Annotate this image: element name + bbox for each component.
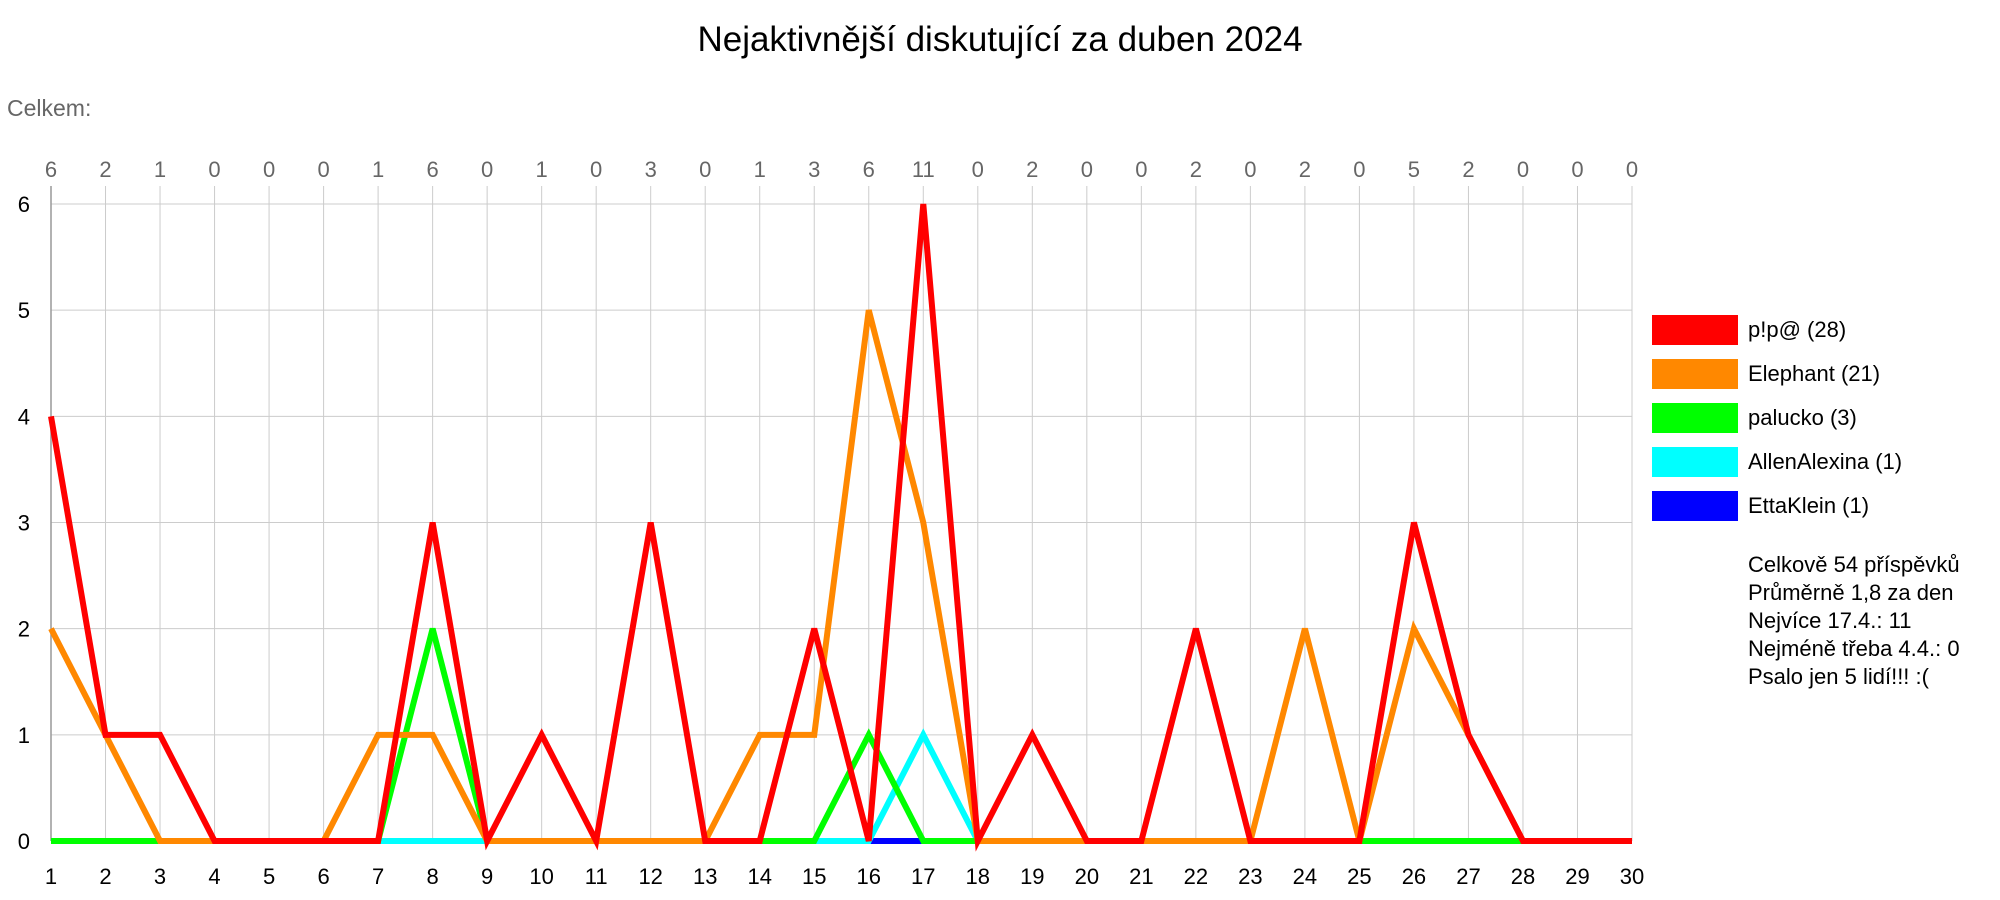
legend-item: p!p@ (28)	[1652, 308, 1902, 352]
x-tick-label: 1	[45, 864, 57, 889]
stats-line: Psalo jen 5 lidí!!! :(	[1748, 664, 1929, 689]
label-layer: 0123456162231405060718690101110123130141…	[18, 157, 1644, 889]
y-tick-label: 4	[18, 404, 30, 429]
legend-label: Elephant (21)	[1748, 361, 1881, 386]
daily-total-label: 3	[808, 157, 820, 182]
daily-total-label: 6	[863, 157, 875, 182]
y-tick-label: 1	[18, 723, 30, 748]
x-tick-label: 27	[1456, 864, 1480, 889]
daily-total-label: 0	[263, 157, 275, 182]
daily-total-label: 2	[1026, 157, 1038, 182]
daily-total-label: 2	[99, 157, 111, 182]
daily-total-label: 0	[1571, 157, 1583, 182]
x-tick-label: 9	[481, 864, 493, 889]
x-tick-label: 11	[585, 864, 608, 889]
daily-total-label: 1	[372, 157, 384, 182]
legend-item: EttaKlein (1)	[1652, 484, 1902, 528]
x-tick-label: 26	[1402, 864, 1426, 889]
daily-total-label: 0	[208, 157, 220, 182]
daily-total-label: 2	[1190, 157, 1202, 182]
daily-total-label: 5	[1408, 157, 1420, 182]
daily-total-label: 0	[1244, 157, 1256, 182]
legend-label: palucko (3)	[1748, 405, 1857, 430]
legend-label: AllenAlexina (1)	[1748, 449, 1903, 474]
daily-total-label: 0	[590, 157, 602, 182]
x-tick-label: 12	[638, 864, 662, 889]
legend-label: p!p@ (28)	[1748, 317, 1847, 342]
x-tick-label: 23	[1238, 864, 1262, 889]
y-tick-label: 5	[18, 298, 30, 323]
y-tick-label: 6	[18, 192, 30, 217]
stats-line: Průměrně 1,8 za den	[1748, 580, 1954, 605]
daily-total-label: 0	[1626, 157, 1638, 182]
x-tick-label: 25	[1347, 864, 1371, 889]
x-tick-label: 21	[1129, 864, 1153, 889]
series-line-0	[48, 203, 1632, 852]
x-tick-label: 24	[1293, 864, 1317, 889]
stats-panel: Celkově 54 příspěvků Průměrně 1,8 za den N…	[1748, 551, 1960, 691]
daily-total-label: 0	[1081, 157, 1093, 182]
x-tick-label: 16	[857, 864, 881, 889]
x-tick-label: 6	[317, 864, 329, 889]
x-tick-label: 2	[99, 864, 111, 889]
daily-total-label: 1	[754, 157, 766, 182]
x-tick-label: 14	[747, 864, 771, 889]
x-tick-label: 29	[1565, 864, 1589, 889]
x-tick-label: 10	[529, 864, 553, 889]
legend-swatch	[1652, 359, 1738, 389]
stats-line: Celkově 54 příspěvků	[1748, 552, 1960, 577]
x-tick-label: 7	[372, 864, 384, 889]
x-tick-label: 30	[1620, 864, 1644, 889]
x-tick-label: 18	[966, 864, 990, 889]
daily-total-label: 1	[536, 157, 548, 182]
legend-label: EttaKlein (1)	[1748, 493, 1870, 518]
x-tick-label: 13	[693, 864, 717, 889]
legend-swatch	[1652, 447, 1738, 477]
stats-line: Nejvíce 17.4.: 11	[1748, 608, 1912, 633]
legend-item: AllenAlexina (1)	[1652, 440, 1902, 484]
daily-total-label: 11	[912, 157, 935, 182]
legend: p!p@ (28) Elephant (21) palucko (3) AllenAl…	[1652, 308, 1902, 528]
y-tick-label: 3	[18, 511, 30, 536]
daily-total-label: 0	[317, 157, 329, 182]
x-tick-label: 5	[263, 864, 275, 889]
legend-swatch	[1652, 491, 1738, 521]
legend-item: palucko (3)	[1652, 396, 1902, 440]
daily-total-label: 2	[1299, 157, 1311, 182]
x-tick-label: 22	[1184, 864, 1208, 889]
daily-total-label: 0	[1353, 157, 1365, 182]
legend-swatch	[1652, 403, 1738, 433]
legend-item: Elephant (21)	[1652, 352, 1902, 396]
daily-total-label: 3	[645, 157, 657, 182]
y-tick-label: 2	[18, 617, 30, 642]
total-label: Celkem:	[7, 95, 92, 121]
stats-line: Nejméně třeba 4.4.: 0	[1748, 636, 1960, 661]
daily-total-label: 6	[426, 157, 438, 182]
x-tick-label: 4	[208, 864, 220, 889]
daily-total-label: 0	[1135, 157, 1147, 182]
daily-total-label: 2	[1462, 157, 1474, 182]
x-tick-label: 19	[1020, 864, 1044, 889]
x-tick-label: 17	[911, 864, 935, 889]
chart-title: Nejaktivnější diskutující za duben 2024	[697, 20, 1303, 59]
daily-total-label: 0	[699, 157, 711, 182]
daily-total-label: 0	[481, 157, 493, 182]
legend-swatch	[1652, 315, 1738, 345]
daily-total-label: 6	[45, 157, 57, 182]
x-tick-label: 3	[154, 864, 166, 889]
x-tick-label: 20	[1075, 864, 1099, 889]
x-tick-label: 28	[1511, 864, 1535, 889]
x-tick-label: 8	[426, 864, 438, 889]
y-tick-label: 0	[18, 829, 30, 854]
series-layer	[48, 203, 1632, 852]
series-line-1	[48, 309, 1632, 844]
daily-total-label: 1	[154, 157, 166, 182]
daily-total-label: 0	[1517, 157, 1529, 182]
daily-total-label: 0	[972, 157, 984, 182]
x-tick-label: 15	[802, 864, 826, 889]
